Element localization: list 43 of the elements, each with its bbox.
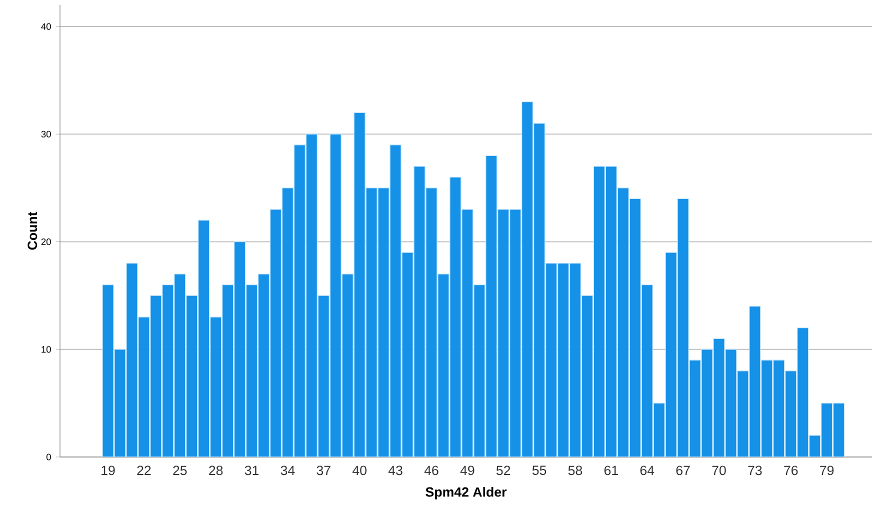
- x-tick-label: 49: [460, 466, 474, 476]
- bar: [689, 360, 701, 457]
- bar: [414, 166, 426, 457]
- y-tick-label: 20: [41, 238, 51, 246]
- x-tick-label: 58: [568, 466, 582, 476]
- y-tick-label: 10: [42, 346, 51, 353]
- x-tick-label: 25: [173, 466, 187, 476]
- x-tick-label: 76: [784, 466, 798, 476]
- y-tick-label: 40: [41, 23, 51, 30]
- x-tick-label: 43: [388, 466, 402, 476]
- bar: [713, 338, 725, 457]
- x-tick-label: 70: [712, 466, 726, 476]
- bar: [725, 349, 737, 457]
- bar: [701, 349, 713, 457]
- x-axis-title: Spm42 Alder: [426, 486, 507, 500]
- bar: [378, 188, 390, 457]
- x-tick-label: 79: [820, 466, 834, 476]
- x-tick-label: 67: [676, 466, 690, 476]
- x-tick-label: 34: [280, 466, 295, 476]
- bar: [102, 284, 114, 457]
- bar: [138, 316, 150, 457]
- bar: [126, 262, 138, 457]
- x-tick-label: 52: [496, 466, 510, 476]
- x-tick-label: 22: [137, 466, 151, 476]
- bar: [737, 370, 749, 457]
- x-tick-label: 19: [102, 466, 115, 476]
- y-tick-label: 30: [41, 130, 51, 138]
- bar: [114, 349, 126, 457]
- x-tick-label: 64: [640, 466, 654, 476]
- x-tick-label: 37: [316, 466, 330, 476]
- y-tick-label: 0: [46, 454, 51, 460]
- bar: [438, 274, 450, 457]
- bar: [426, 188, 438, 457]
- x-tick-label: 28: [209, 466, 223, 476]
- x-tick-label: 31: [244, 466, 259, 476]
- x-tick-label: 46: [424, 466, 438, 476]
- x-tick-label: 40: [352, 466, 366, 476]
- bar: [402, 252, 414, 457]
- bar: [390, 144, 402, 457]
- x-tick-label: 73: [748, 466, 762, 476]
- x-tick-label: 55: [532, 466, 546, 475]
- x-tick-label: 61: [604, 466, 618, 476]
- y-axis-title: Count: [28, 212, 38, 250]
